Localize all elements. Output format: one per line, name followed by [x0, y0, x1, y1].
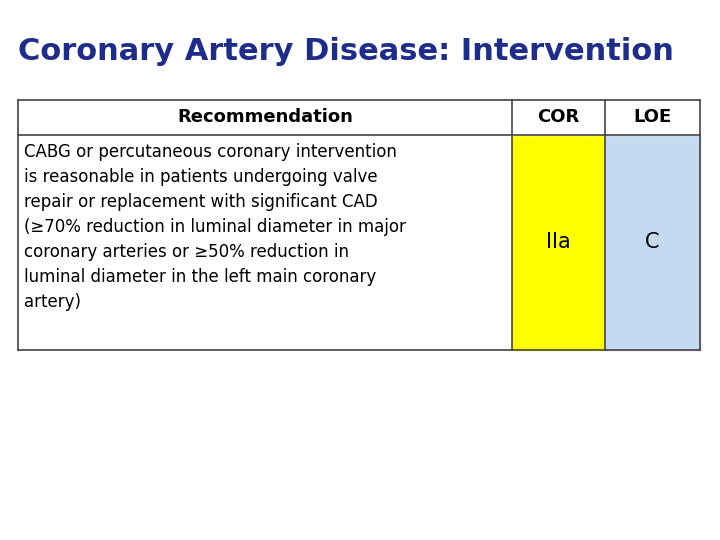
Text: COR: COR: [537, 109, 580, 126]
Text: IIa: IIa: [546, 233, 571, 253]
Text: Recommendation: Recommendation: [177, 109, 353, 126]
Text: C: C: [645, 233, 660, 253]
Text: LOE: LOE: [634, 109, 672, 126]
Text: Coronary Artery Disease: Intervention: Coronary Artery Disease: Intervention: [18, 37, 674, 66]
Text: CABG or percutaneous coronary intervention
is reasonable in patients undergoing : CABG or percutaneous coronary interventi…: [24, 143, 406, 311]
